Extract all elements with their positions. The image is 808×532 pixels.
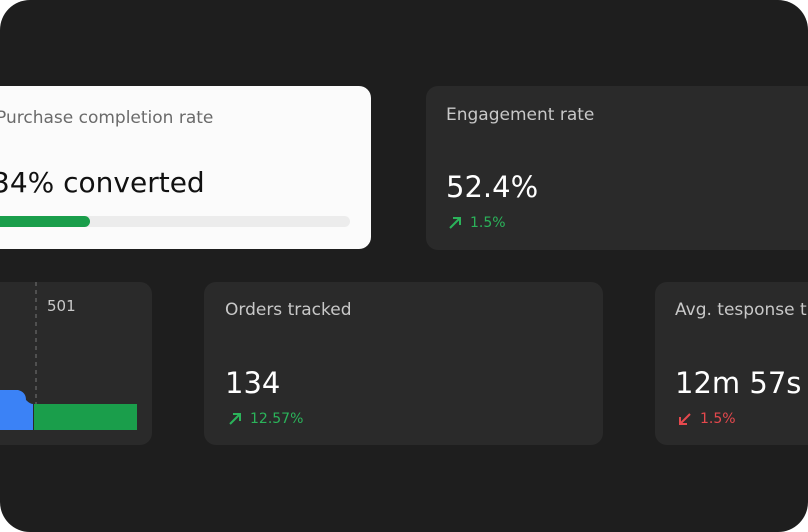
response-card: Avg. tesponse t 12m 57s 1.5%: [655, 282, 808, 445]
card-title: Purchase completion rate: [0, 108, 214, 128]
arrow-up: [449, 217, 461, 229]
card-value: 52.4%: [446, 170, 539, 204]
card-title: Engagement rate: [446, 105, 595, 125]
delta-text: 1.5%: [700, 411, 736, 427]
blue-segment: [0, 390, 33, 430]
card-value: 34% converted: [0, 166, 205, 199]
card-value: 134: [225, 366, 281, 400]
card-title: Orders tracked: [225, 300, 352, 320]
card-delta: 1.5%: [448, 215, 506, 231]
progress-fill: [0, 216, 90, 227]
card-title: Avg. tesponse t: [675, 300, 807, 320]
marker-label: 501: [47, 297, 76, 315]
progress-track: [0, 216, 350, 227]
mini-chart: [0, 282, 137, 430]
card-delta: 1.5%: [678, 411, 736, 427]
card-delta: 12.57%: [228, 411, 303, 427]
delta-text: 1.5%: [470, 215, 506, 231]
engagement-card: Engagement rate 52.4% 1.5%: [426, 86, 808, 250]
arrow-up: [229, 413, 241, 425]
arrow-down: [679, 413, 691, 425]
orders-card: Orders tracked 134 12.57%: [204, 282, 603, 445]
purchase-card: Purchase completion rate 34% converted: [0, 86, 371, 249]
card-value: 12m 57s: [675, 366, 802, 400]
delta-text: 12.57%: [250, 411, 304, 427]
chart-card: 501: [0, 282, 152, 445]
green-segment: [34, 404, 137, 430]
